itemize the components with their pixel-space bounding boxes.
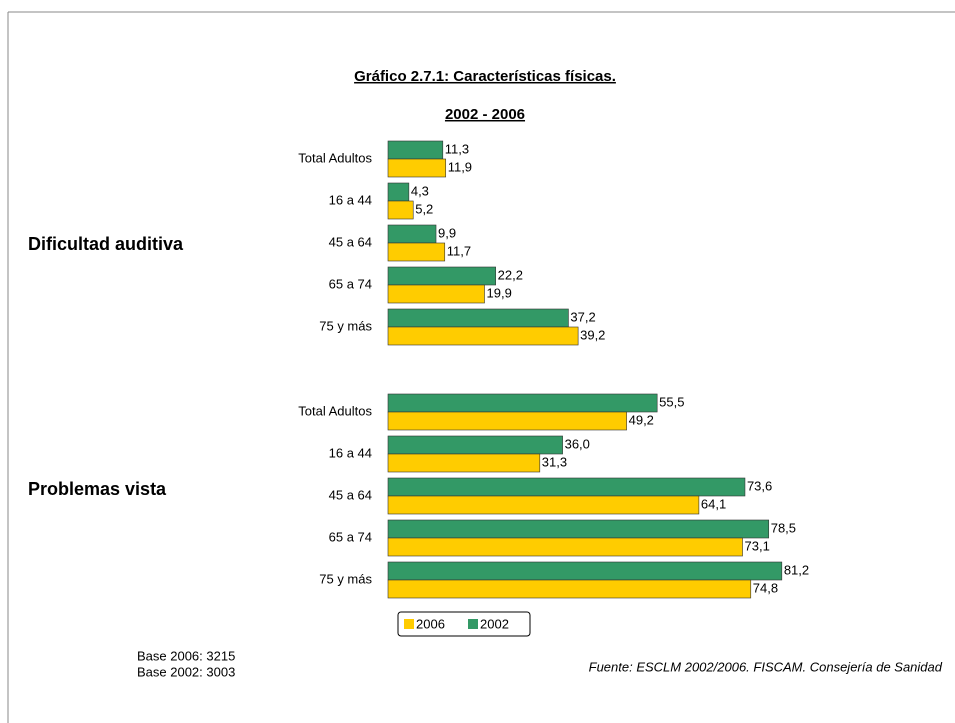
value-label: 55,5 — [659, 394, 684, 409]
bar — [387, 158, 447, 178]
value-label: 31,3 — [542, 454, 567, 469]
value-label: 11,3 — [445, 141, 469, 156]
value-label: 37,2 — [570, 309, 595, 324]
value-label: 64,1 — [701, 496, 726, 511]
value-label: 19,9 — [487, 285, 512, 300]
legend-label: 2006 — [416, 616, 445, 631]
legend-box — [397, 611, 531, 637]
category-label: 65 a 74 — [329, 529, 372, 544]
value-label: 11,9 — [448, 159, 472, 174]
category-label: 75 y más — [319, 571, 372, 586]
bar — [387, 453, 541, 473]
bar — [387, 561, 783, 581]
bar — [387, 435, 563, 455]
value-label: 22,2 — [498, 267, 523, 282]
bar — [387, 519, 770, 539]
bar — [387, 242, 446, 262]
bar — [387, 284, 485, 304]
bar — [387, 393, 658, 413]
value-label: 78,5 — [771, 520, 796, 535]
value-label: 4,3 — [411, 183, 429, 198]
bar — [387, 266, 496, 286]
category-label: 75 y más — [319, 318, 372, 333]
chart-subtitle: 2002 - 2006 — [445, 106, 525, 123]
bar — [387, 537, 743, 557]
bar — [387, 326, 579, 346]
value-label: 39,2 — [580, 327, 605, 342]
bar — [387, 579, 752, 599]
bar — [387, 411, 627, 431]
category-label: 16 a 44 — [329, 445, 372, 460]
bar — [387, 224, 437, 244]
note: Base 2002: 3003 — [137, 664, 235, 679]
category-label: Total Adultos — [298, 403, 372, 418]
bar — [387, 140, 444, 160]
chart-title: Gráfico 2.7.1: Características físicas. — [354, 68, 616, 85]
group-label: Dificultad auditiva — [28, 234, 184, 254]
category-label: 45 a 64 — [329, 487, 372, 502]
group-label: Problemas vista — [28, 479, 167, 499]
value-label: 81,2 — [784, 562, 809, 577]
value-label: 73,1 — [745, 538, 770, 553]
value-label: 9,9 — [438, 225, 456, 240]
category-label: 45 a 64 — [329, 234, 372, 249]
bar — [387, 477, 746, 497]
category-label: Total Adultos — [298, 150, 372, 165]
bar — [387, 200, 414, 220]
value-label: 36,0 — [565, 436, 590, 451]
value-label: 73,6 — [747, 478, 772, 493]
category-label: 16 a 44 — [329, 192, 372, 207]
value-label: 74,8 — [753, 580, 778, 595]
legend-swatch — [404, 619, 414, 629]
value-label: 11,7 — [447, 243, 471, 258]
legend-label: 2002 — [480, 616, 509, 631]
legend-swatch — [468, 619, 478, 629]
note: Base 2006: 3215 — [137, 648, 235, 663]
value-label: 49,2 — [629, 412, 654, 427]
bar — [387, 308, 569, 328]
value-label: 5,2 — [415, 201, 433, 216]
bar — [387, 495, 700, 515]
source: Fuente: ESCLM 2002/2006. FISCAM. Conseje… — [589, 659, 943, 674]
category-label: 65 a 74 — [329, 276, 372, 291]
bar — [387, 182, 410, 202]
